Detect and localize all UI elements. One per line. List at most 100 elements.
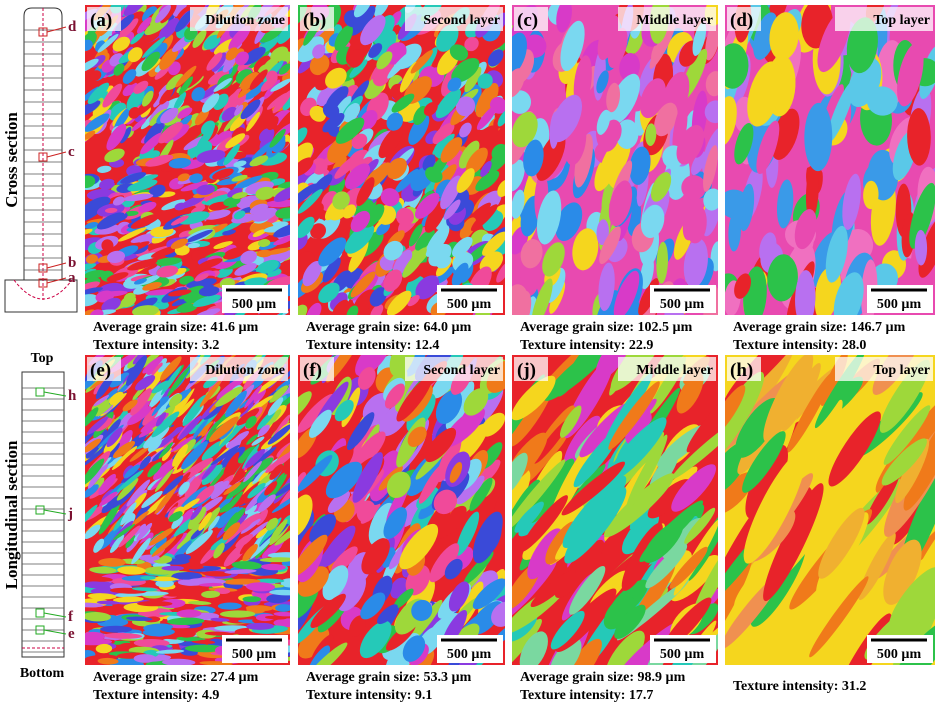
grain: [475, 170, 500, 192]
grain: [725, 554, 753, 642]
grain: [234, 263, 257, 276]
grain: [167, 617, 205, 625]
grain: [703, 188, 718, 211]
grain: [259, 128, 275, 151]
grain: [914, 229, 928, 266]
grain: [456, 168, 475, 193]
grain: [418, 47, 438, 76]
grain: [104, 207, 118, 213]
grain: [161, 199, 186, 211]
grain: [451, 262, 469, 287]
grain: [155, 536, 167, 549]
grain: [194, 308, 221, 315]
grain: [197, 258, 223, 270]
grain: [242, 596, 262, 603]
grain: [158, 442, 174, 459]
grain: [298, 127, 308, 146]
grain: [308, 409, 332, 438]
grain: [386, 290, 412, 315]
grain: [625, 410, 652, 445]
grain: [865, 472, 900, 525]
grain: [805, 162, 819, 220]
grain: [298, 494, 313, 538]
grain: [759, 232, 777, 264]
grain: [151, 411, 180, 438]
grain: [318, 237, 347, 267]
marker-label: b: [68, 255, 76, 271]
grain: [686, 383, 718, 453]
grain: [273, 618, 290, 628]
grain: [349, 5, 376, 36]
grain: [429, 543, 460, 583]
grain: [168, 393, 183, 407]
grain: [139, 274, 161, 286]
panel-id: (c): [517, 10, 538, 31]
grain: [536, 190, 562, 245]
grain: [345, 406, 363, 429]
grain: [135, 375, 156, 391]
grain: [346, 412, 375, 451]
grain: [174, 9, 194, 33]
grain: [681, 175, 707, 200]
grain: [151, 397, 167, 417]
grain: [422, 154, 436, 171]
grain: [85, 113, 110, 132]
zone-bg: [190, 357, 288, 381]
ebsd-map: [725, 355, 935, 665]
grain: [625, 434, 668, 511]
grain: [178, 630, 196, 638]
grain: [425, 427, 457, 463]
grain: [96, 212, 125, 230]
grain: [392, 249, 413, 276]
grain: [233, 175, 263, 190]
grain: [334, 399, 354, 422]
grain: [649, 22, 676, 69]
id-bg: [727, 7, 761, 31]
grain: [133, 80, 149, 94]
texture-intensity: Texture intensity: 9.1: [306, 688, 432, 703]
grain: [233, 160, 247, 168]
grain: [85, 254, 98, 264]
grain: [376, 222, 391, 236]
grain: [194, 108, 210, 126]
grain: [269, 385, 289, 403]
grain: [512, 459, 566, 532]
grain: [249, 203, 269, 215]
scale-label: 500 µm: [660, 647, 705, 662]
ebsd-map: [298, 5, 505, 315]
grain: [116, 478, 139, 501]
grain: [725, 189, 750, 219]
grain: [763, 355, 814, 443]
grain: [223, 452, 240, 475]
grain: [130, 213, 161, 229]
grain: [109, 498, 132, 525]
grain: [153, 458, 177, 481]
grain: [596, 70, 609, 94]
grain: [298, 157, 314, 177]
grain: [128, 107, 140, 119]
grain: [130, 274, 152, 282]
grain: [178, 285, 204, 300]
grain: [519, 631, 548, 665]
grain: [173, 92, 187, 110]
grain: [208, 515, 220, 532]
id-bg: [514, 7, 548, 31]
grain: [116, 469, 144, 493]
grain: [348, 239, 369, 273]
zone-label: Top layer: [873, 13, 930, 28]
grain: [452, 236, 473, 257]
panel-id: (e): [90, 360, 111, 381]
grain: [543, 355, 616, 401]
grain: [355, 355, 390, 377]
grain: [198, 512, 212, 531]
grain: [235, 534, 254, 548]
grain: [233, 210, 246, 220]
id-bg: [514, 357, 548, 381]
grain: [298, 393, 334, 433]
grain: [176, 609, 202, 618]
grain: [487, 49, 504, 67]
grain: [130, 232, 158, 243]
grain: [734, 273, 751, 299]
grain: [615, 119, 639, 149]
grain: [480, 161, 492, 177]
